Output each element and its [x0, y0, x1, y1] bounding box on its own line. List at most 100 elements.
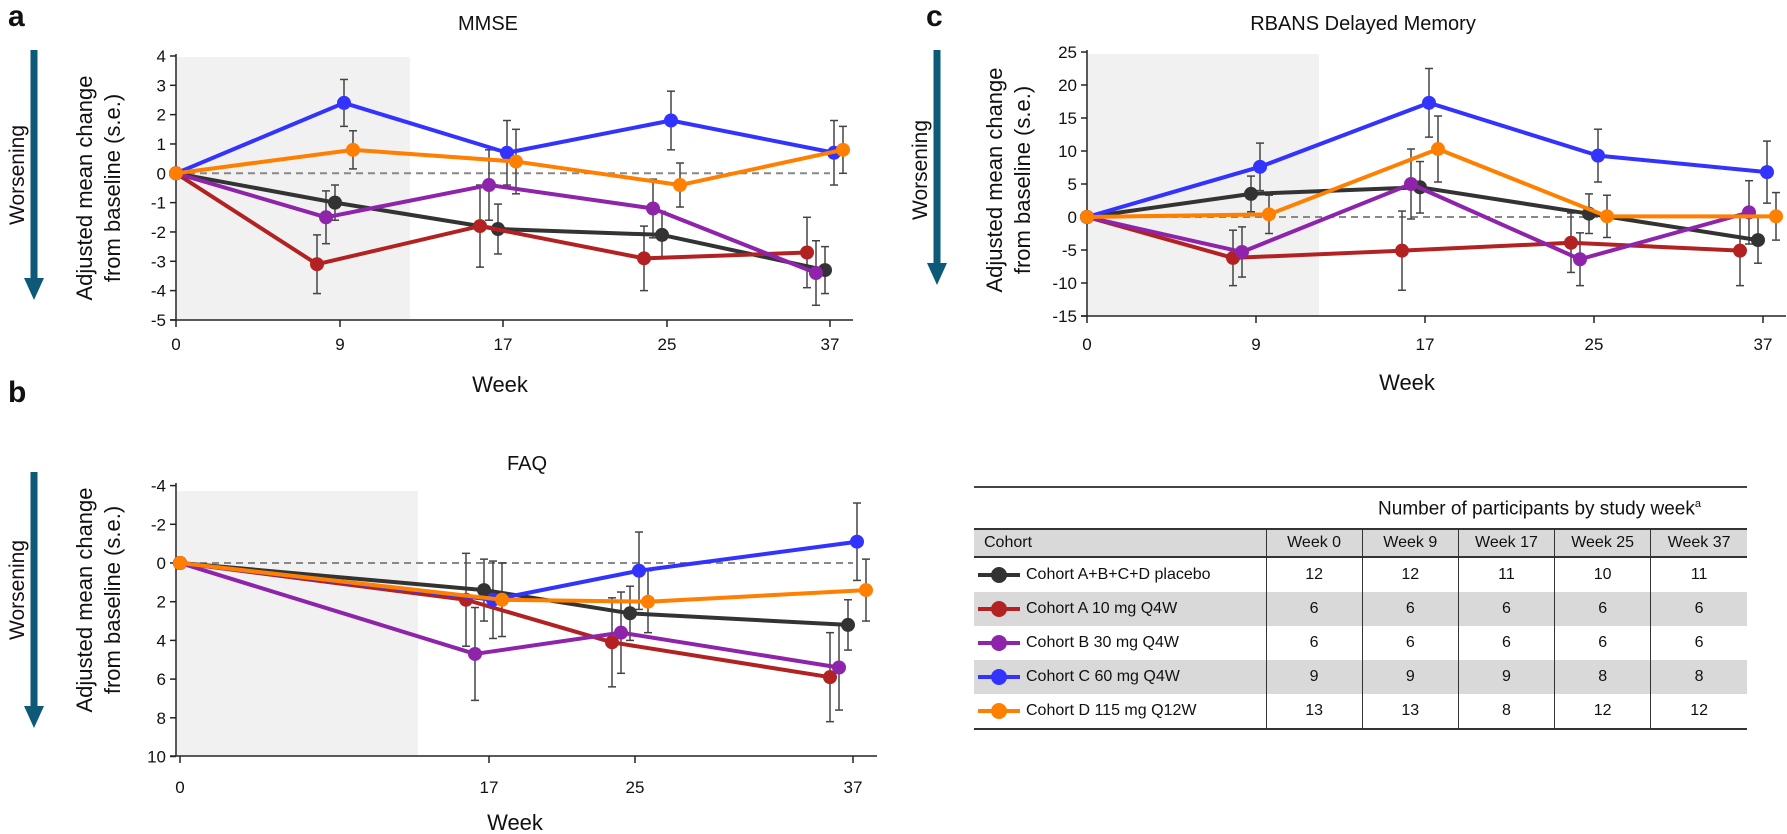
participant-count: 6	[1650, 626, 1747, 660]
data-point-cohort_d	[641, 594, 655, 609]
y-tick-label: 0	[157, 554, 166, 573]
worsening-label: Worsening	[6, 540, 29, 640]
column-header-week: Week 25	[1554, 528, 1651, 558]
x-tick-label: 17	[1416, 335, 1435, 354]
y-tick-label: 6	[157, 670, 166, 689]
participant-count: 6	[1650, 592, 1747, 626]
table-body: Cohort A+B+C+D placebo 12 12 11 10 11 Cohort A…	[974, 557, 1747, 730]
x-tick-label: 25	[1585, 335, 1604, 354]
data-point-cohort_b	[1404, 177, 1418, 191]
participant-count: 12	[1361, 557, 1459, 592]
column-header-week: Week 0	[1265, 528, 1363, 558]
worsening-label: Worsening	[909, 120, 932, 220]
y-axis-label: Adjusted mean change	[982, 67, 1007, 292]
y-tick-label: 4	[157, 631, 166, 650]
worsening-arrow-icon	[927, 263, 947, 285]
data-point-cohort_a	[310, 257, 324, 272]
table-caption-text: Number of participants by study week	[1378, 498, 1695, 520]
cohort-cell: Cohort A 10 mg Q4W	[974, 592, 1266, 626]
cohort-cell: Cohort B 30 mg Q4W	[974, 626, 1266, 660]
data-point-cohort_d	[169, 166, 183, 181]
participant-count: 11	[1457, 557, 1555, 592]
panel-label-a: a	[8, 0, 25, 33]
data-point-cohort_d	[346, 142, 360, 157]
data-point-cohort_c	[1591, 148, 1605, 163]
participant-count: 9	[1361, 660, 1459, 694]
worsening-arrow-icon	[24, 706, 44, 728]
x-axis-label: Week	[472, 372, 529, 397]
y-axis-label: from baseline (s.e.)	[1010, 86, 1035, 274]
data-point-cohort_c	[500, 145, 514, 160]
cohort-name: Cohort A 10 mg Q4W	[1026, 600, 1178, 617]
data-point-cohort_b	[809, 266, 823, 281]
data-point-cohort_c	[1253, 159, 1267, 174]
x-tick-label: 17	[480, 778, 499, 797]
y-tick-label: 2	[157, 593, 166, 612]
y-axis-label: Adjusted mean change	[72, 487, 97, 712]
x-tick-label: 9	[1251, 335, 1260, 354]
legend-marker-icon	[978, 668, 1020, 685]
data-point-cohort_d	[673, 178, 687, 193]
cohort-name: Cohort D 115 mg Q12W	[1026, 702, 1197, 719]
chart-title: MMSE	[458, 13, 518, 35]
cohort-cell: Cohort D 115 mg Q12W	[974, 694, 1266, 730]
legend-marker-icon	[978, 600, 1020, 617]
y-tick-label: 5	[1068, 175, 1077, 194]
x-tick-label: 37	[1754, 335, 1773, 354]
column-header-cohort: Cohort	[974, 528, 1266, 558]
participant-count: 12	[1265, 557, 1363, 592]
data-point-cohort_a	[637, 251, 651, 266]
cohort-cell: Cohort C 60 mg Q4W	[974, 660, 1266, 694]
data-point-cohort_d	[859, 583, 873, 598]
data-point-cohort_d	[1080, 210, 1094, 224]
worsening-label: Worsening	[6, 125, 29, 225]
legend-marker-icon	[978, 566, 1020, 583]
y-tick-label: 25	[1058, 43, 1077, 62]
data-point-cohort_b	[468, 646, 482, 661]
column-header-week: Week 9	[1361, 528, 1459, 558]
x-tick-label: 9	[335, 335, 344, 354]
y-tick-label: -3	[151, 252, 166, 271]
chart-panel-c: RBANS Delayed Memory Worsening Adjusted me…	[909, 13, 1786, 395]
y-axis-label: from baseline (s.e.)	[100, 506, 125, 694]
x-tick-label: 0	[171, 335, 180, 354]
participant-count: 6	[1554, 592, 1651, 626]
x-axis-label: Week	[1379, 370, 1436, 395]
shaded-region	[177, 491, 418, 755]
data-point-cohort_b	[832, 660, 846, 675]
legend-marker-icon	[978, 634, 1020, 651]
panel-label-b: b	[8, 376, 27, 409]
participant-count: 9	[1457, 660, 1555, 694]
data-point-cohort_d	[1431, 142, 1445, 157]
chart-panel-b: FAQ Worsening Adjusted mean change from bas…	[6, 453, 877, 834]
table-caption-superscript: a	[1694, 498, 1701, 510]
table-row: Cohort C 60 mg Q4W 9 9 9 8 8	[974, 660, 1747, 694]
x-tick-label: 0	[1082, 335, 1091, 354]
participant-count: 12	[1554, 694, 1651, 730]
chart-title: RBANS Delayed Memory	[1250, 13, 1476, 35]
column-header-week: Week 17	[1457, 528, 1555, 558]
data-point-cohort_d	[1600, 209, 1614, 224]
y-tick-label: 10	[147, 748, 166, 767]
x-tick-label: 0	[175, 778, 184, 797]
y-tick-label: -15	[1052, 307, 1077, 326]
y-tick-label: 8	[157, 709, 166, 728]
x-tick-label: 37	[821, 335, 840, 354]
participant-count: 8	[1650, 660, 1747, 694]
y-tick-label: 20	[1058, 76, 1077, 95]
participant-count: 6	[1361, 592, 1459, 626]
y-tick-label: 0	[1068, 208, 1077, 227]
table-row: Cohort B 30 mg Q4W 6 6 6 6 6	[974, 626, 1747, 660]
data-point-cohort_b	[646, 201, 660, 216]
y-tick-label: 3	[157, 76, 166, 95]
y-tick-label: -5	[151, 311, 166, 330]
x-axis-label: Week	[487, 810, 544, 834]
participant-count: 6	[1265, 626, 1363, 660]
data-point-cohort_d	[1262, 207, 1276, 222]
y-tick-label: -5	[1062, 241, 1077, 260]
legend-marker-icon	[978, 702, 1020, 719]
x-tick-label: 17	[494, 335, 513, 354]
participant-count: 12	[1650, 694, 1747, 730]
cohort-name: Cohort A+B+C+D placebo	[1026, 566, 1211, 583]
data-point-placebo	[1244, 186, 1258, 201]
